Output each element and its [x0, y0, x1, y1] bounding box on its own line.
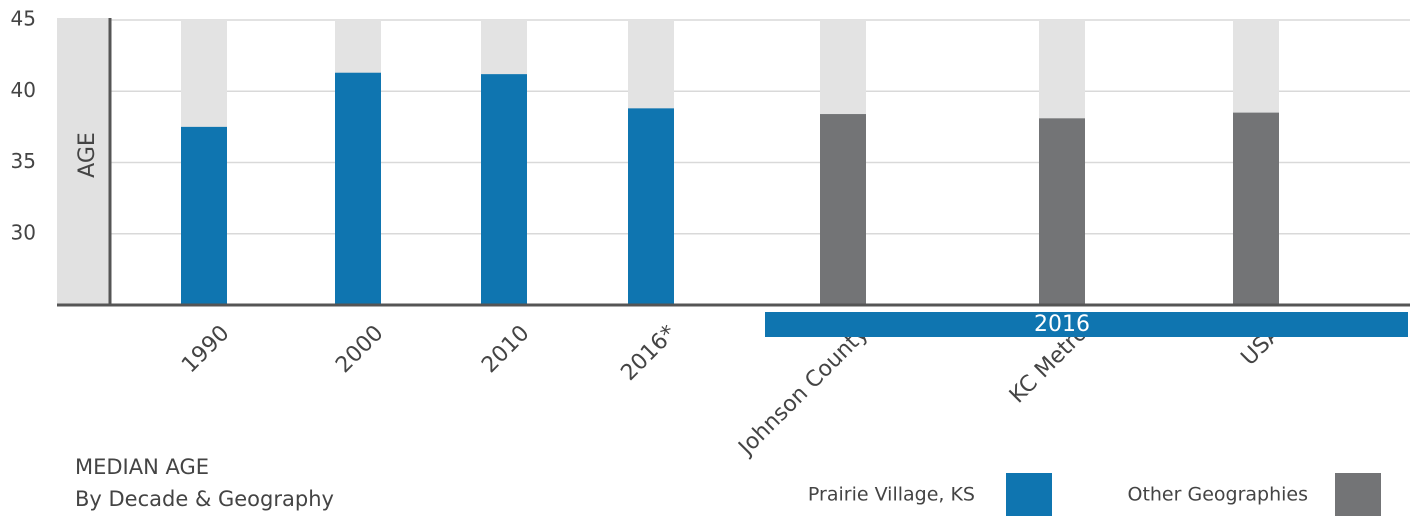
bar — [820, 114, 866, 305]
x-tick-label: 2016* — [616, 321, 681, 386]
y-tick-label: 35 — [11, 149, 36, 173]
bar — [181, 126, 227, 305]
annotation: 2016 — [1034, 312, 1090, 337]
chart-subtitle: By Decade & Geography — [75, 487, 334, 511]
x-tick-label: 1990 — [177, 321, 234, 378]
y-tick-label: 40 — [11, 78, 36, 102]
y-tick-label: 30 — [11, 220, 36, 244]
x-tick-label: Johnson County — [733, 321, 874, 462]
legend-label: Prairie Village, KS — [808, 484, 975, 506]
bar — [1039, 118, 1085, 305]
x-tick-label: 2010 — [477, 321, 534, 378]
bar — [481, 74, 527, 306]
annotation-band — [765, 312, 1408, 337]
y-tick-label: 45 — [11, 7, 36, 31]
legend-swatch — [1006, 473, 1052, 516]
x-tick-label: 2000 — [331, 321, 388, 378]
bar — [1233, 112, 1279, 305]
chart-title: MEDIAN AGE — [75, 455, 209, 479]
y-label-band — [57, 18, 110, 305]
bar — [628, 108, 674, 305]
y-axis-label: AGE — [75, 132, 100, 178]
legend-label: Other Geographies — [1127, 484, 1308, 506]
legend-swatch — [1335, 473, 1381, 516]
bar — [335, 72, 381, 305]
